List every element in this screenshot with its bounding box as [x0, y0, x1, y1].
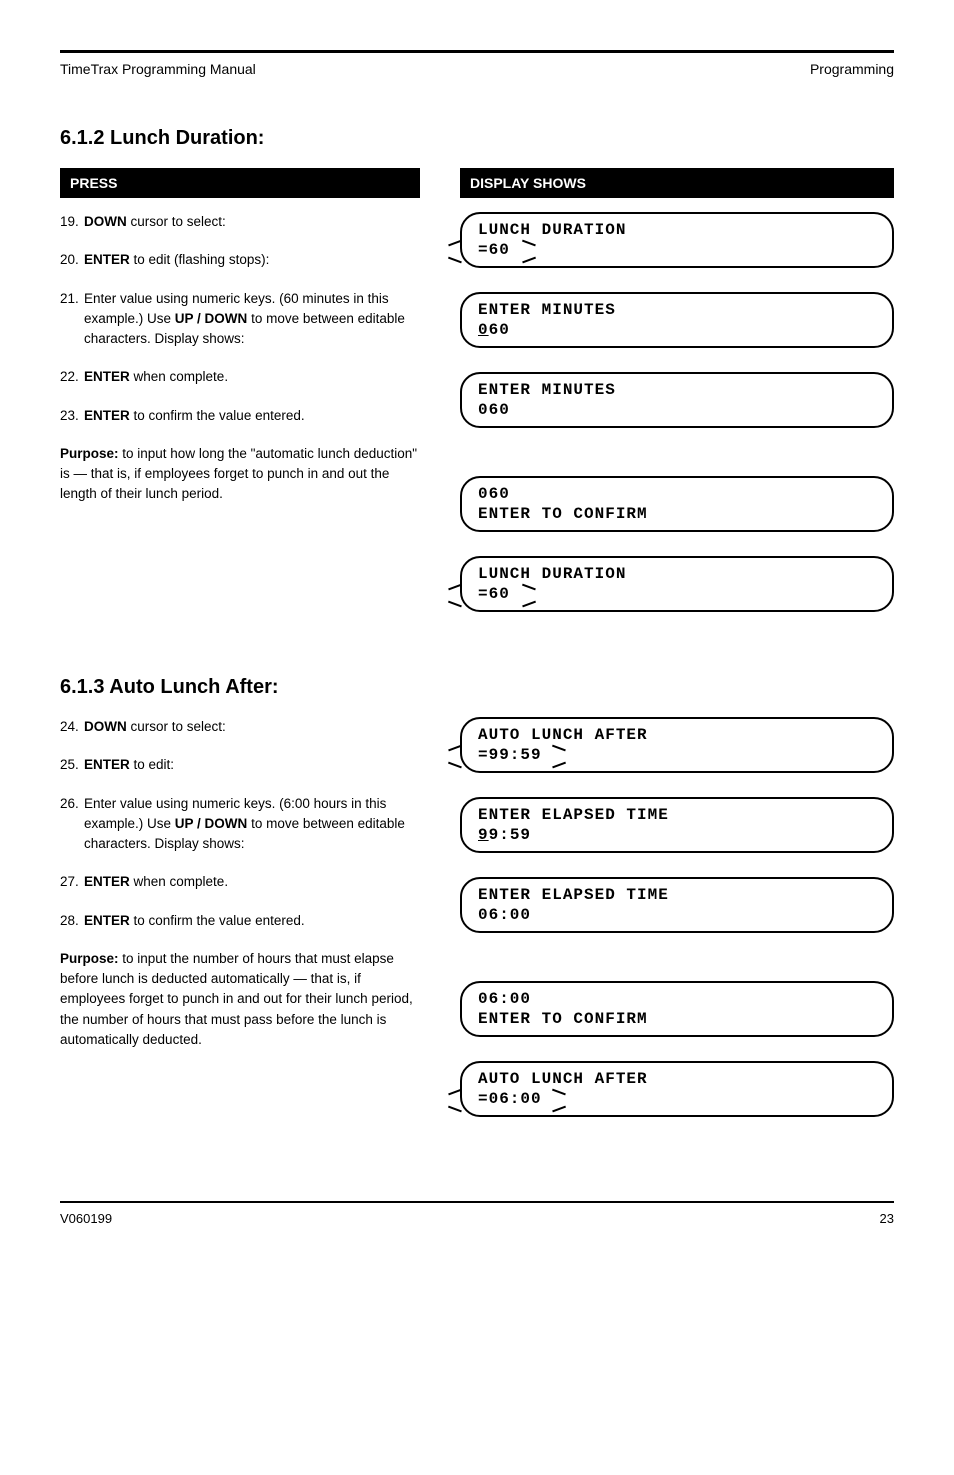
lcd-9: 06:00 ENTER TO CONFIRM	[460, 981, 894, 1037]
step-text: ENTER to edit:	[84, 755, 420, 775]
step-num: 22.	[60, 367, 84, 387]
step-text: ENTER to confirm the value entered.	[84, 406, 420, 426]
lcd-line: =06:00	[478, 1089, 876, 1109]
purpose-2: Purpose: to input the number of hours th…	[60, 949, 420, 1050]
lcd-line: ENTER MINUTES	[478, 380, 876, 400]
section-title-auto-lunch: 6.1.3 Auto Lunch After:	[60, 676, 894, 699]
step-27: 27. ENTER when complete.	[60, 872, 420, 892]
lcd-line: ENTER TO CONFIRM	[478, 1009, 876, 1029]
lcd-2: ENTER MINUTES 060	[460, 292, 894, 348]
step-num: 19.	[60, 212, 84, 232]
page-header: TimeTrax Programming Manual Programming	[60, 61, 894, 77]
lcd-line: 06:00	[478, 989, 876, 1009]
step-text: Enter value using numeric keys. (60 minu…	[84, 289, 420, 350]
step-26: 26. Enter value using numeric keys. (6:0…	[60, 794, 420, 855]
lcd-line: AUTO LUNCH AFTER	[478, 1069, 876, 1089]
lcd-line: 99:59	[478, 825, 876, 845]
display-header: DISPLAY SHOWS	[460, 168, 894, 198]
blink-icon	[446, 580, 476, 610]
blink-icon	[446, 236, 476, 266]
step-text: ENTER to edit (flashing stops):	[84, 250, 420, 270]
lcd-line: 06:00	[478, 905, 876, 925]
lcd-10: AUTO LUNCH AFTER =06:00	[460, 1061, 894, 1117]
step-20: 20. ENTER to edit (flashing stops):	[60, 250, 420, 270]
blink-icon	[522, 236, 552, 266]
step-num: 28.	[60, 911, 84, 931]
footer-version: V060199	[60, 1211, 112, 1226]
lcd-line: 060	[478, 320, 876, 340]
lcd-7: ENTER ELAPSED TIME 99:59	[460, 797, 894, 853]
step-28: 28. ENTER to confirm the value entered.	[60, 911, 420, 931]
lcd-line: =99:59	[478, 745, 876, 765]
step-text: Enter value using numeric keys. (6:00 ho…	[84, 794, 420, 855]
manual-title: TimeTrax Programming Manual	[60, 61, 256, 77]
lcd-1: LUNCH DURATION =60	[460, 212, 894, 268]
lcd-5: LUNCH DURATION =60	[460, 556, 894, 612]
step-19: 19. DOWN cursor to select:	[60, 212, 420, 232]
lcd-line: ENTER MINUTES	[478, 300, 876, 320]
step-text: DOWN cursor to select:	[84, 717, 420, 737]
step-text: DOWN cursor to select:	[84, 212, 420, 232]
step-num: 20.	[60, 250, 84, 270]
section-title-lunch-duration: 6.1.2 Lunch Duration:	[60, 127, 894, 150]
top-rule	[60, 50, 894, 53]
lcd-line: AUTO LUNCH AFTER	[478, 725, 876, 745]
step-num: 27.	[60, 872, 84, 892]
blink-icon	[446, 741, 476, 771]
lcd-line: 060	[478, 484, 876, 504]
section2-grid: 24. DOWN cursor to select: 25. ENTER to …	[60, 717, 894, 1141]
step-num: 26.	[60, 794, 84, 855]
step-text: ENTER when complete.	[84, 367, 420, 387]
blink-icon	[446, 1085, 476, 1115]
step-25: 25. ENTER to edit:	[60, 755, 420, 775]
section-label: Programming	[810, 61, 894, 77]
footer-page: 23	[880, 1211, 894, 1226]
step-24: 24. DOWN cursor to select:	[60, 717, 420, 737]
step-22: 22. ENTER when complete.	[60, 367, 420, 387]
lcd-4: 060 ENTER TO CONFIRM	[460, 476, 894, 532]
blink-icon	[552, 741, 582, 771]
step-text: ENTER to confirm the value entered.	[84, 911, 420, 931]
step-num: 25.	[60, 755, 84, 775]
section1-grid: PRESS 19. DOWN cursor to select: 20. ENT…	[60, 168, 894, 636]
lcd-line: 060	[478, 400, 876, 420]
lcd-line: ENTER TO CONFIRM	[478, 504, 876, 524]
lcd-6: AUTO LUNCH AFTER =99:59	[460, 717, 894, 773]
step-num: 23.	[60, 406, 84, 426]
blink-icon	[522, 580, 552, 610]
press-header: PRESS	[60, 168, 420, 198]
lcd-line: ENTER ELAPSED TIME	[478, 805, 876, 825]
page-footer: V060199 23	[60, 1211, 894, 1226]
lcd-8: ENTER ELAPSED TIME 06:00	[460, 877, 894, 933]
lcd-3: ENTER MINUTES 060	[460, 372, 894, 428]
step-21: 21. Enter value using numeric keys. (60 …	[60, 289, 420, 350]
step-num: 24.	[60, 717, 84, 737]
step-23: 23. ENTER to confirm the value entered.	[60, 406, 420, 426]
blink-icon	[552, 1085, 582, 1115]
purpose-1: Purpose: to input how long the "automati…	[60, 444, 420, 505]
step-num: 21.	[60, 289, 84, 350]
lcd-line: ENTER ELAPSED TIME	[478, 885, 876, 905]
bottom-rule	[60, 1201, 894, 1203]
step-text: ENTER when complete.	[84, 872, 420, 892]
